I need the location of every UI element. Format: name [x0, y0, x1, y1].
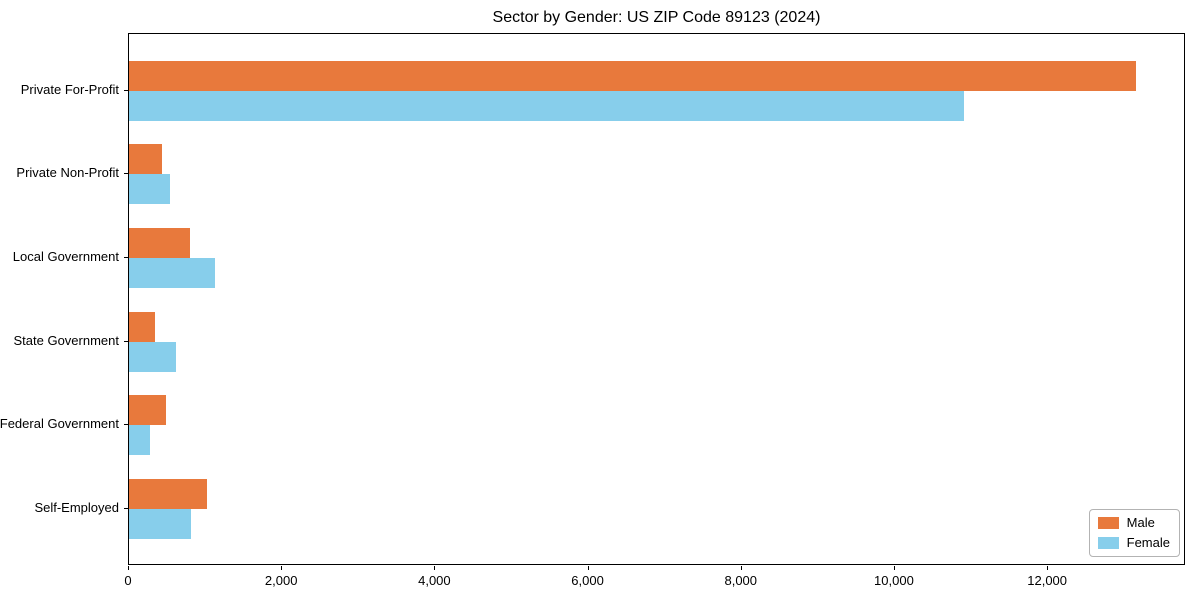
y-tick-label: Private Non-Profit [16, 165, 119, 181]
x-tick-label: 6,000 [571, 573, 604, 588]
legend-label-male: Male [1126, 515, 1155, 530]
x-tick-mark [1047, 566, 1049, 570]
y-tick-mark [124, 508, 128, 509]
bar-male-3 [129, 227, 190, 258]
y-tick-mark [124, 173, 128, 175]
y-tick-label: State Government [13, 332, 120, 348]
x-tick-mark [281, 566, 283, 570]
y-tick-label: Local Government [12, 248, 119, 264]
plot-area: Male Female [128, 33, 1185, 565]
chart-title: Sector by Gender: US ZIP Code 89123 (202… [492, 9, 821, 26]
y-tick-mark [124, 424, 128, 426]
y-tick-label: Self-Employed [34, 500, 119, 515]
legend-row-male: Male [1097, 515, 1170, 530]
legend: Male Female [1088, 509, 1180, 557]
bar-male-2 [129, 144, 162, 175]
x-tick-mark [893, 566, 895, 570]
x-tick-label: 4,000 [418, 573, 451, 588]
x-tick-mark [128, 566, 129, 570]
y-tick-mark [124, 256, 128, 258]
bar-male-1 [129, 60, 1136, 91]
bar-male-4 [129, 311, 155, 342]
bar-female-3 [129, 257, 215, 288]
bar-male-6 [129, 479, 207, 509]
x-tick-label: 0 [124, 573, 132, 588]
x-tick-mark [740, 566, 742, 570]
legend-row-female: Female [1097, 535, 1170, 550]
y-tick-mark [124, 340, 128, 342]
legend-swatch-female [1097, 537, 1119, 549]
bar-female-2 [129, 174, 170, 205]
bar-female-1 [129, 90, 964, 121]
bar-male-5 [129, 395, 166, 426]
x-tick-mark [587, 566, 589, 570]
bar-female-5 [129, 425, 150, 456]
x-tick-mark [434, 566, 436, 570]
x-tick-label: 8,000 [724, 573, 758, 588]
x-tick-label: 12,000 [1027, 573, 1068, 588]
legend-swatch-male [1097, 517, 1119, 529]
y-tick-label: Federal Government [0, 416, 119, 432]
bar-female-4 [129, 341, 176, 372]
x-tick-label: 2,000 [264, 573, 298, 588]
y-tick-label: Private For-Profit [20, 81, 119, 97]
x-tick-label: 10,000 [874, 573, 914, 588]
bar-female-6 [129, 509, 191, 539]
y-tick-mark [124, 89, 128, 91]
legend-label-female: Female [1126, 535, 1170, 550]
